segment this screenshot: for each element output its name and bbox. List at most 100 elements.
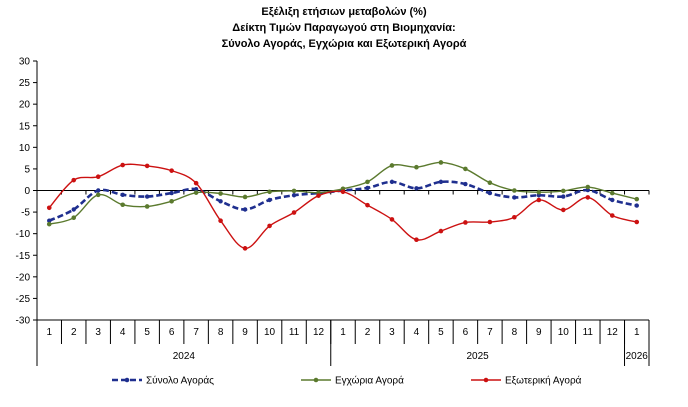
series-marker-0 bbox=[96, 188, 101, 193]
series-marker-2 bbox=[561, 207, 566, 213]
series-marker-1 bbox=[267, 189, 272, 195]
series-marker-1 bbox=[561, 188, 566, 194]
series-marker-1 bbox=[414, 164, 419, 170]
series-marker-1 bbox=[438, 160, 444, 165]
series-marker-1 bbox=[536, 189, 542, 195]
series-marker-2 bbox=[242, 246, 248, 251]
series-marker-1 bbox=[169, 198, 174, 204]
series-marker-1 bbox=[389, 163, 395, 168]
y-tick-label: 0 bbox=[24, 186, 30, 197]
series-marker-2 bbox=[218, 218, 223, 224]
chart-title: Εξέλιξη ετήσιων μεταβολών (%) Δείκτη Τιμ… bbox=[0, 4, 688, 52]
series-marker-0 bbox=[487, 190, 493, 196]
series-marker-0 bbox=[610, 197, 615, 203]
series-marker-2 bbox=[267, 223, 272, 229]
series-marker-1 bbox=[512, 188, 517, 193]
series-marker-0 bbox=[267, 197, 272, 203]
series-marker-2 bbox=[169, 168, 174, 173]
series-marker-0 bbox=[218, 199, 223, 204]
x-tick-label: 8 bbox=[512, 327, 518, 338]
series-marker-1 bbox=[193, 190, 199, 195]
chart-title-line-3: Σύνολο Αγοράς, Εγχώρια και Εξωτερική Αγο… bbox=[221, 38, 467, 50]
x-tick-label: 3 bbox=[95, 327, 101, 338]
x-tick-label: 2 bbox=[365, 327, 371, 338]
x-tick-label: 5 bbox=[438, 327, 444, 338]
x-tick-label: 1 bbox=[634, 327, 640, 338]
series-marker-1 bbox=[634, 196, 640, 202]
series-marker-2 bbox=[463, 220, 468, 225]
series-marker-0 bbox=[242, 207, 248, 212]
x-tick-label: 6 bbox=[169, 327, 175, 338]
x-tick-label: 11 bbox=[289, 327, 300, 338]
series-marker-0 bbox=[463, 181, 468, 187]
series-marker-0 bbox=[144, 194, 150, 199]
x-tick-label: 4 bbox=[120, 327, 126, 338]
series-marker-0 bbox=[291, 193, 297, 198]
series-marker-2 bbox=[609, 213, 615, 218]
y-tick-label: -25 bbox=[16, 294, 31, 305]
x-tick-label: 4 bbox=[414, 327, 420, 338]
series-marker-2 bbox=[193, 180, 199, 186]
x-tick-label: 10 bbox=[264, 327, 276, 338]
series-marker-0 bbox=[169, 190, 174, 196]
x-tick-label: 9 bbox=[536, 327, 542, 338]
series-marker-2 bbox=[512, 214, 517, 220]
x-tick-label: 10 bbox=[558, 327, 570, 338]
y-tick-label: 10 bbox=[19, 143, 31, 154]
x-tick-label: 7 bbox=[193, 327, 199, 338]
series-marker-2 bbox=[144, 163, 150, 169]
year-label: 2026 bbox=[626, 351, 649, 362]
series-marker-2 bbox=[291, 210, 297, 215]
x-tick-label: 3 bbox=[389, 327, 395, 338]
x-tick-label: 9 bbox=[242, 327, 248, 338]
x-tick-label: 8 bbox=[218, 327, 224, 338]
series-marker-2 bbox=[95, 174, 101, 179]
legend-label-1: Εγχώρια Αγορά bbox=[335, 375, 404, 387]
x-tick-label: 2 bbox=[71, 327, 77, 338]
y-tick-label: 5 bbox=[24, 164, 30, 175]
series-marker-0 bbox=[365, 185, 370, 191]
series-marker-1 bbox=[144, 204, 150, 209]
y-tick-label: 15 bbox=[19, 121, 31, 132]
series-marker-0 bbox=[71, 207, 76, 212]
series-marker-1 bbox=[291, 188, 297, 194]
x-tick-label: 1 bbox=[46, 327, 52, 338]
series-marker-0 bbox=[389, 179, 395, 185]
series-marker-2 bbox=[414, 237, 419, 243]
series-marker-1 bbox=[218, 191, 223, 196]
x-tick-label: 12 bbox=[313, 327, 325, 338]
y-tick-label: -15 bbox=[16, 251, 31, 262]
legend-marker-2 bbox=[483, 377, 489, 383]
series-marker-0 bbox=[634, 203, 639, 208]
series-marker-1 bbox=[585, 184, 591, 190]
series-marker-2 bbox=[585, 195, 591, 200]
series-marker-2 bbox=[316, 193, 321, 198]
series-marker-1 bbox=[46, 221, 52, 227]
year-label: 2024 bbox=[173, 351, 196, 362]
series-marker-2 bbox=[389, 217, 395, 222]
legend-marker-0 bbox=[124, 377, 130, 383]
series-marker-2 bbox=[487, 219, 493, 225]
x-tick-label: 1 bbox=[340, 327, 346, 338]
legend-label-2: Εξωτερική Αγορά bbox=[505, 375, 582, 387]
series-marker-2 bbox=[71, 177, 77, 183]
series-marker-0 bbox=[512, 195, 517, 200]
series-marker-0 bbox=[120, 192, 125, 198]
y-tick-label: 25 bbox=[19, 78, 31, 89]
x-tick-label: 7 bbox=[487, 327, 493, 338]
series-marker-2 bbox=[634, 219, 640, 225]
x-tick-label: 5 bbox=[144, 327, 150, 338]
year-label: 2025 bbox=[467, 351, 490, 362]
series-marker-0 bbox=[47, 218, 52, 223]
y-tick-label: 30 bbox=[19, 57, 31, 68]
series-marker-2 bbox=[120, 162, 125, 168]
legend-marker-1 bbox=[313, 377, 319, 383]
series-marker-0 bbox=[414, 186, 419, 191]
series-marker-0 bbox=[561, 194, 566, 199]
series-marker-2 bbox=[536, 197, 542, 203]
series-marker-2 bbox=[340, 189, 346, 195]
y-tick-label: -5 bbox=[21, 208, 30, 219]
series-marker-1 bbox=[95, 192, 101, 198]
series-marker-1 bbox=[487, 180, 493, 186]
legend-label-0: Σύνολο Αγοράς bbox=[146, 375, 214, 387]
